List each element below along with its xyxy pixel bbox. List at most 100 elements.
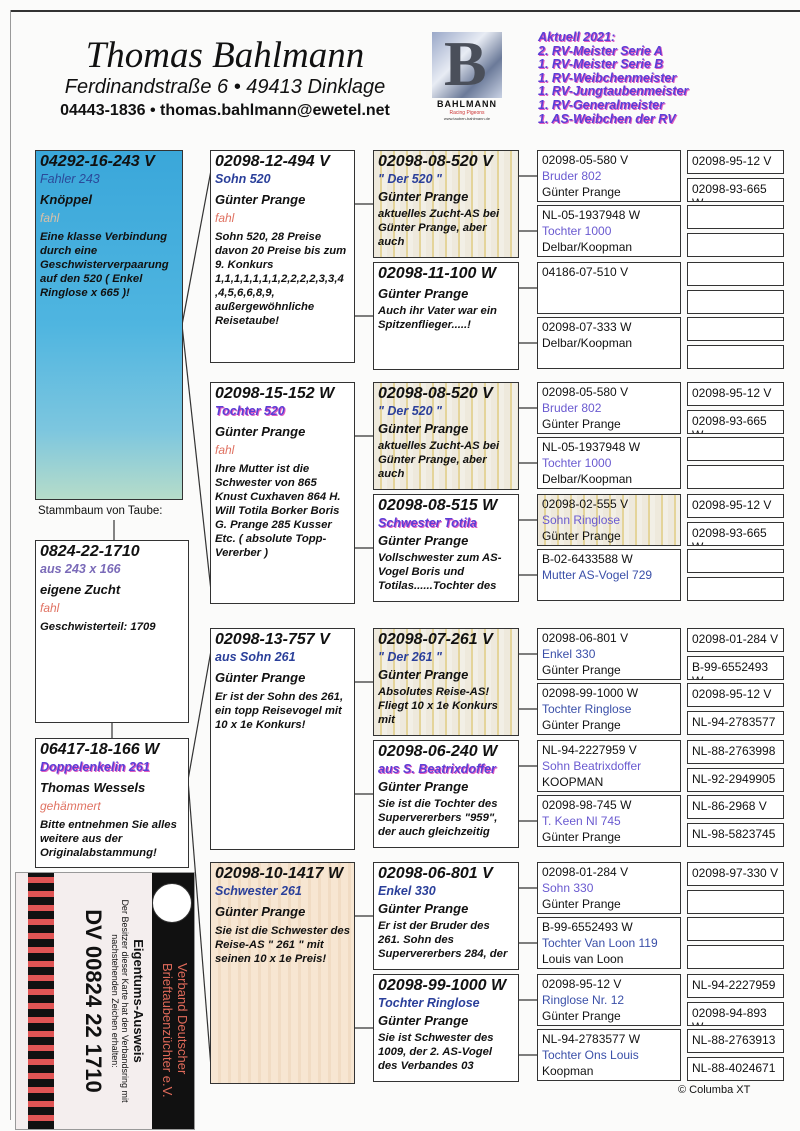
- card-title: Eigentums-Ausweis: [131, 939, 146, 1063]
- gen5-ring-box: [687, 549, 784, 573]
- pigeon-emblem-icon: [152, 883, 192, 923]
- gen5-ring-box: [687, 576, 784, 601]
- gen5-ring-box: 02098-95-12 V: [687, 683, 784, 707]
- gen5-ring-box: NL-94-2783577: [687, 710, 784, 735]
- breeder: Günter Prange: [215, 192, 306, 207]
- pigeon-name: aus 243 x 166: [40, 562, 121, 576]
- pigeon-name: " Der 520 ": [378, 404, 442, 418]
- pigeon-note: Absolutes Reise-AS! Fliegt 10 x 1e Konku…: [378, 686, 498, 726]
- great-grandparent-box: 02098-05-580 V Bruder 802 Günter Prange: [537, 150, 681, 202]
- card-ring-number: DV 00824 22 1710: [81, 909, 106, 1093]
- ring-number: 04186-07-510 V: [542, 265, 629, 279]
- ring-number: NL-05-1937948 W: [542, 440, 641, 454]
- gen5-ring-box: [687, 944, 784, 969]
- gen5-ring-box: NL-88-4024671: [687, 1056, 784, 1081]
- ring-number: 02098-12-494 V: [215, 153, 330, 170]
- great-grandparent-box: 02098-99-1000 W Tochter Ringlose Günter Pr…: [537, 683, 681, 735]
- breeder: Günter Prange: [542, 718, 621, 732]
- pigeon-name: Sohn 330: [542, 881, 594, 895]
- breeder: Günter Prange: [378, 1013, 469, 1028]
- grandparent-pigeon-box: 02098-08-520 V " Der 520 " Günter Prange ak…: [373, 150, 519, 258]
- grandparent-pigeon-box: 02098-99-1000 W Tochter Ringlose Günter Pr…: [373, 974, 519, 1082]
- pigeon-note: aktuelles Zucht-AS bei Günter Prange, ab…: [378, 208, 500, 248]
- breeder-address: Ferdinandstraße 6 • 49413 Dinklage: [64, 76, 386, 98]
- great-grandparent-box: 02098-06-801 V Enkel 330 Günter Prange: [537, 628, 681, 680]
- ring-number: B-99-6552493 W: [542, 920, 633, 934]
- gen5-ring-box: NL-94-2227959: [687, 974, 784, 998]
- ring-number: 02098-05-580 V: [542, 385, 629, 399]
- pigeon-note: Bitte entnehmen Sie alles weitere aus de…: [40, 819, 177, 859]
- achievement-item: 1. RV-Jungtaubenmeister: [538, 84, 689, 99]
- pigeon-note: Sohn 520, 28 Preise davon 20 Preise bis …: [215, 231, 347, 327]
- ring-number: 02098-13-757 V: [215, 631, 330, 648]
- grandparent-pigeon-box: 02098-08-515 W Schwester Totila Günter Pra…: [373, 494, 519, 602]
- breeder: Delbar/Koopman: [542, 336, 633, 350]
- breeder: Knöppel: [40, 192, 92, 207]
- pigeon-note: Er ist der Sohn des 261, ein topp Reisev…: [215, 691, 344, 731]
- breeder: Günter Prange: [542, 830, 621, 844]
- parent-pigeon-box: 02098-10-1417 W Schwester 261 Günter Prang…: [210, 862, 355, 1084]
- pigeon-name: aus Sohn 261: [215, 650, 296, 664]
- achievement-item: 2. RV-Meister Serie A: [538, 43, 663, 58]
- pigeon-name: Ringlose Nr. 12: [542, 993, 625, 1007]
- pigeon-note: Sie ist Schwester des 1009, der 2. AS-Vo…: [378, 1032, 494, 1072]
- breeder: Delbar/Koopman: [542, 240, 633, 254]
- ring-number: 02098-08-515 W: [378, 497, 498, 514]
- gen5-ring-box: [687, 205, 784, 229]
- gen5-ring-box: 02098-94-893 W: [687, 1001, 784, 1026]
- connector-line: [181, 324, 213, 601]
- gen5-ring-box: [687, 437, 784, 461]
- stammbaum-label: Stammbaum von Taube:: [38, 505, 163, 517]
- grandparent-pigeon-box: 02098-06-240 W aus S. Beatrixdoffer Günter…: [373, 740, 519, 848]
- gen5-ring-box: 02098-97-330 V: [687, 862, 784, 886]
- logo-letter: B: [444, 28, 487, 99]
- gen5-ring-box: [687, 289, 784, 314]
- pigeon-note: Auch ihr Vater war ein Spitzenflieger...…: [378, 305, 497, 331]
- grandparent-pigeon-box: 02098-08-520 V " Der 520 " Günter Prange ak…: [373, 382, 519, 490]
- great-grandparent-box: 02098-07-333 W Delbar/Koopman: [537, 317, 681, 369]
- breeder: Günter Prange: [542, 529, 621, 543]
- great-grandparent-box: 02098-98-745 W T. Keen Nl 745 Günter Prang…: [537, 795, 681, 847]
- gen5-ring-box: NL-92-2949905: [687, 767, 784, 792]
- card-pattern-band: [28, 873, 54, 1129]
- pigeon-note: Eine klasse Verbindung durch eine Geschw…: [40, 231, 169, 299]
- card-text: Der Besitzer dieser Karte hat den Verban…: [110, 899, 130, 1103]
- gen5-ring-box: 02098-93-665 W: [687, 521, 784, 546]
- pigeon-name: Schwester 261: [215, 884, 302, 898]
- gen5-ring-box: [687, 917, 784, 941]
- ring-number: 02098-99-1000 W: [542, 686, 639, 700]
- breeder: Thomas Wessels: [40, 780, 146, 795]
- ring-number: 02098-07-261 V: [378, 631, 493, 648]
- pigeon-name: aus S. Beatrixdoffer: [378, 762, 496, 776]
- breeder: Günter Prange: [378, 189, 469, 204]
- pigeon-name: Tochter Van Loon 119: [542, 936, 658, 950]
- scan-border: [10, 10, 800, 12]
- pigeon-name: Tochter 520: [215, 404, 285, 418]
- great-grandparent-box: 02098-95-12 V Ringlose Nr. 12 Günter Prang…: [537, 974, 681, 1026]
- great-grandparent-box: B-99-6552493 W Tochter Van Loon 119 Louis …: [537, 917, 681, 969]
- ring-number: 02098-07-333 W: [542, 320, 632, 334]
- ring-number: B-02-6433588 W: [542, 552, 633, 566]
- breeder: Delbar/Koopman: [542, 472, 633, 486]
- breeder: Günter Prange: [215, 670, 306, 685]
- gen5-ring-box: 02098-95-12 V: [687, 382, 784, 406]
- pigeon-name: Sohn Ringlose: [542, 513, 621, 527]
- grandparent-pigeon-box: 02098-07-261 V " Der 261 " Günter Prange Ab…: [373, 628, 519, 736]
- achievement-item: Aktuell 2021:: [538, 30, 616, 44]
- gen5-ring-box: 02098-01-284 V: [687, 628, 784, 652]
- great-grandparent-box: NL-05-1937948 W Tochter 1000 Delbar/Koopma…: [537, 437, 681, 489]
- parent-pigeon-box: 02098-13-757 V aus Sohn 261 Günter Prange E…: [210, 628, 355, 850]
- subject-pigeon-box: 04292-16-243 V Fahler 243 Knöppel fahl E…: [35, 150, 183, 500]
- gen5-ring-box: NL-86-2968 V: [687, 795, 784, 819]
- great-grandparent-box: 02098-01-284 V Sohn 330 Günter Prange: [537, 862, 681, 914]
- logo-url: www.tauben-bahlmann.de: [443, 116, 491, 121]
- ring-number: NL-05-1937948 W: [542, 208, 641, 222]
- ring-number: 02098-01-284 V: [542, 865, 629, 879]
- pigeon-name: Enkel 330: [542, 647, 596, 661]
- ring-number: 04292-16-243 V: [40, 153, 155, 170]
- ring-number: NL-94-2227959 V: [542, 743, 637, 757]
- achievement-item: 1. RV-Meister Serie B: [538, 57, 664, 72]
- ring-number: 02098-08-520 V: [378, 385, 493, 402]
- ring-number: 02098-11-100 W: [378, 265, 496, 282]
